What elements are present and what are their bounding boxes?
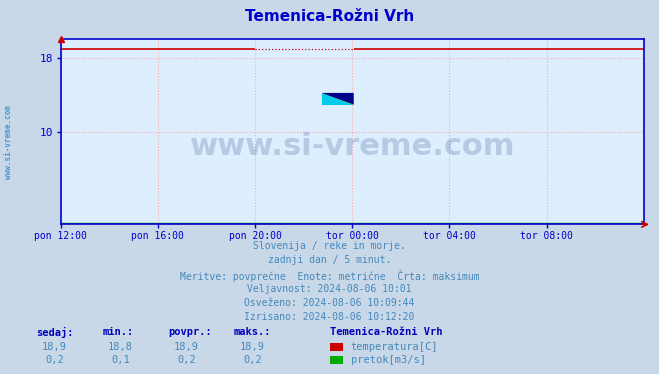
Text: 0,1: 0,1	[111, 355, 130, 365]
Text: maks.:: maks.:	[234, 327, 272, 337]
Text: www.si-vreme.com: www.si-vreme.com	[190, 132, 515, 161]
Text: Meritve: povprečne  Enote: metrične  Črta: maksimum: Meritve: povprečne Enote: metrične Črta:…	[180, 270, 479, 282]
Text: Izrisano: 2024-08-06 10:12:20: Izrisano: 2024-08-06 10:12:20	[244, 312, 415, 322]
Text: Slovenija / reke in morje.: Slovenija / reke in morje.	[253, 241, 406, 251]
Text: www.si-vreme.com: www.si-vreme.com	[4, 105, 13, 179]
Text: 0,2: 0,2	[177, 355, 196, 365]
Text: Temenica-Rožni Vrh: Temenica-Rožni Vrh	[330, 327, 442, 337]
Text: min.:: min.:	[102, 327, 133, 337]
Text: 0,2: 0,2	[243, 355, 262, 365]
Text: pretok[m3/s]: pretok[m3/s]	[351, 355, 426, 365]
Text: Temenica-Rožni Vrh: Temenica-Rožni Vrh	[245, 9, 414, 24]
Text: 18,9: 18,9	[240, 342, 265, 352]
Text: Osveženo: 2024-08-06 10:09:44: Osveženo: 2024-08-06 10:09:44	[244, 298, 415, 308]
Polygon shape	[322, 93, 354, 105]
Text: 0,2: 0,2	[45, 355, 64, 365]
Text: 18,9: 18,9	[174, 342, 199, 352]
Text: sedaj:: sedaj:	[36, 327, 74, 338]
Text: 18,8: 18,8	[108, 342, 133, 352]
FancyBboxPatch shape	[322, 93, 354, 105]
Text: zadnji dan / 5 minut.: zadnji dan / 5 minut.	[268, 255, 391, 266]
Text: povpr.:: povpr.:	[168, 327, 212, 337]
Text: temperatura[C]: temperatura[C]	[351, 342, 438, 352]
Polygon shape	[322, 93, 354, 105]
Text: Veljavnost: 2024-08-06 10:01: Veljavnost: 2024-08-06 10:01	[247, 284, 412, 294]
Text: 18,9: 18,9	[42, 342, 67, 352]
